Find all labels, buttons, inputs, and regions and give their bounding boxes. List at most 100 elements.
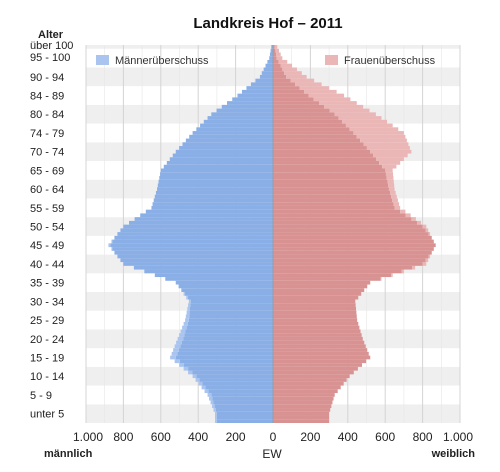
male-excess-bar — [195, 378, 200, 382]
male-excess-bar — [215, 419, 217, 423]
male-bar — [269, 52, 273, 57]
female-bar — [273, 235, 432, 240]
male-bar — [123, 262, 274, 266]
female-excess-bar — [392, 198, 398, 203]
age-group-label: 95 - 100 — [30, 52, 70, 64]
male-bar — [188, 318, 273, 322]
age-group-label: 90 - 94 — [30, 72, 64, 84]
male-bar — [181, 340, 273, 345]
male-bar — [186, 325, 273, 330]
male-bar — [192, 370, 273, 375]
male-bar — [232, 97, 273, 102]
female-bar — [273, 134, 357, 139]
female-bar — [273, 161, 380, 165]
female-bar — [273, 303, 356, 307]
male-excess-bar — [183, 292, 185, 296]
male-excess-bar — [176, 340, 182, 345]
female-bar — [273, 56, 277, 60]
male-bar — [181, 288, 273, 293]
age-group-label: 74 - 79 — [30, 128, 64, 140]
male-bar — [184, 292, 273, 296]
female-bar — [273, 355, 371, 360]
female-bar — [273, 284, 368, 289]
male-bar — [207, 116, 273, 120]
male-excess-bar — [179, 363, 184, 367]
male-bar — [178, 348, 273, 352]
male-bar — [221, 104, 273, 109]
female-excess-bar — [370, 149, 412, 154]
male-excess-bar — [210, 400, 214, 405]
female-excess-bar — [394, 205, 401, 210]
male-bar — [237, 93, 273, 98]
female-bar — [273, 205, 395, 210]
male-bar — [261, 71, 273, 75]
female-bar — [273, 254, 429, 259]
male-bar — [216, 415, 273, 420]
male-excess-bar — [171, 351, 178, 356]
female-bar — [273, 108, 330, 113]
male-bar — [179, 359, 273, 364]
female-excess-bar — [376, 157, 404, 162]
x-tick-label: 1.000 — [73, 430, 103, 444]
x-tick-label: 200 — [300, 430, 320, 444]
male-bar — [157, 187, 273, 191]
male-excess-bar — [192, 374, 197, 379]
male-bar — [241, 89, 273, 94]
male-excess-bar — [198, 381, 203, 386]
male-excess-bar — [215, 411, 217, 416]
male-bar — [144, 269, 273, 274]
female-bar — [273, 101, 320, 105]
male-bar — [157, 183, 273, 188]
female-bar — [273, 209, 401, 214]
male-bar — [154, 194, 273, 199]
male-bar — [214, 404, 273, 409]
female-bar — [273, 408, 331, 412]
male-bar — [183, 336, 273, 341]
age-group-label: 65 - 69 — [30, 165, 64, 177]
male-bar — [129, 220, 273, 225]
male-bar — [185, 329, 273, 334]
female-excess-bar — [295, 82, 322, 87]
x-tick-label: 0 — [270, 430, 277, 444]
male-bar — [190, 303, 273, 307]
age-group-label: 55 - 59 — [30, 203, 64, 215]
x-tick-label: 600 — [375, 430, 395, 444]
female-excess-bar — [319, 101, 357, 105]
male-excess-bar — [185, 318, 189, 322]
x-tick-label: 200 — [226, 430, 246, 444]
male-bar — [185, 138, 273, 143]
male-bar — [208, 389, 273, 394]
male-bar — [140, 213, 273, 218]
female-excess-bar — [329, 108, 370, 113]
male-excess-bar — [183, 321, 188, 326]
female-excess-bar — [379, 161, 401, 165]
male-bar — [152, 202, 273, 206]
x-tick-label: 600 — [151, 430, 171, 444]
male-excess-bar — [188, 303, 191, 307]
female-bar — [273, 116, 339, 120]
female-bar — [273, 213, 406, 218]
male-excess-bar — [182, 325, 187, 330]
female-bar — [273, 314, 357, 319]
female-bar — [273, 310, 357, 315]
female-bar — [273, 168, 386, 173]
age-group-label: 80 - 84 — [30, 109, 64, 121]
female-bar — [273, 175, 387, 180]
female-bar — [273, 179, 388, 184]
female-bar — [273, 232, 429, 236]
female-bar — [273, 198, 393, 203]
female-excess-bar — [411, 217, 416, 221]
female-excess-bar — [342, 119, 388, 124]
female-bar — [273, 142, 364, 147]
female-excess-bar — [324, 104, 364, 109]
male-bar — [270, 48, 273, 53]
age-group-label: 50 - 54 — [30, 222, 64, 234]
male-bar — [211, 393, 273, 397]
female-excess-bar — [363, 142, 409, 147]
female-bar — [273, 411, 330, 416]
male-bar — [112, 247, 274, 251]
age-group-label: 45 - 49 — [30, 240, 64, 252]
male-bar — [166, 161, 273, 165]
female-excess-bar — [286, 74, 307, 79]
